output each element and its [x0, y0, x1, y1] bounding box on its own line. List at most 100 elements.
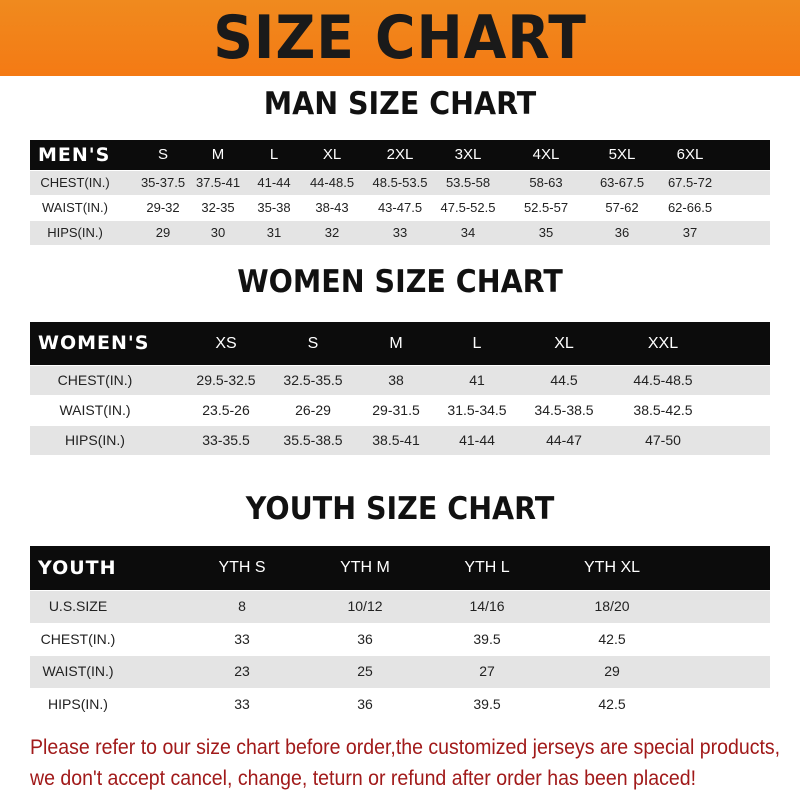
size-value: 35-38 [257, 200, 291, 215]
size-value: 38.5-42.5 [633, 402, 693, 418]
size-value: 36 [357, 695, 373, 712]
size-header: XS [215, 335, 237, 352]
size-header: YTH XL [583, 559, 641, 576]
size-value: 29 [155, 225, 171, 240]
table-corner-label: WOMEN'S [38, 332, 150, 354]
size-value: 30 [210, 225, 226, 240]
measurement-label: WAIST(IN.) [42, 200, 108, 215]
size-value: 29-32 [146, 200, 180, 215]
measurement-label: CHEST(IN.) [40, 630, 116, 647]
size-header: 6XL [676, 146, 704, 163]
measurement-label: HIPS(IN.) [47, 225, 103, 240]
table-row: CHEST(IN.) 33 36 39.5 42.5 [30, 623, 770, 655]
size-header: 5XL [608, 146, 636, 163]
size-value: 33 [234, 695, 250, 712]
size-value: 35-37.5 [140, 175, 186, 190]
size-header: XXL [647, 335, 679, 352]
size-value: 23.5-26 [202, 402, 250, 418]
size-value: 33 [234, 630, 250, 647]
table-row: CHEST(IN.) 35-37.5 37.5-41 41-44 44-48.5 48.5… [30, 171, 770, 195]
measurement-label: WAIST(IN.) [42, 663, 114, 679]
men-header-row: MEN'S S M L XL 2XL 3XL 4XL 5XL 6XL [30, 140, 770, 170]
size-header: 3XL [454, 146, 482, 163]
size-header: YTH M [340, 559, 390, 576]
table-row: HIPS(IN.) 29 30 31 32 33 34 35 36 37 [30, 221, 770, 245]
women-header-row: WOMEN'S XS S M L XL XXL [30, 322, 770, 365]
table-row: WAIST(IN.) 29-32 32-35 35-38 38-43 43-47.5 47.… [30, 196, 770, 220]
size-value: 57-62 [605, 200, 639, 215]
size-value: 27 [479, 663, 495, 679]
size-value: 34 [460, 225, 476, 240]
size-value: 32 [324, 225, 340, 240]
youth-header-row: YOUTH YTH S YTH M YTH L YTH XL [30, 546, 770, 590]
size-value: 38-43 [315, 200, 349, 215]
size-value: 33 [392, 225, 408, 240]
size-value: 42.5 [598, 695, 626, 712]
size-header: M [211, 146, 225, 163]
size-chart-banner: SIZE CHART [0, 0, 800, 76]
size-value: 41-44 [459, 432, 495, 448]
size-value: 35.5-38.5 [283, 432, 343, 448]
table-row: WAIST(IN.) 23 25 27 29 [30, 656, 770, 688]
size-value: 43-47.5 [377, 200, 423, 215]
table-row: HIPS(IN.) 33-35.5 35.5-38.5 38.5-41 41-44 44-… [30, 426, 770, 455]
size-value: 58-63 [529, 175, 563, 190]
size-value: 44-47 [546, 432, 582, 448]
measurement-label: CHEST(IN.) [57, 372, 133, 388]
women-section-title: WOMEN SIZE CHART [237, 264, 563, 300]
size-value: 38.5-41 [372, 432, 420, 448]
size-value: 23 [234, 663, 250, 679]
size-value: 44.5 [550, 372, 578, 388]
size-value: 29 [604, 663, 620, 679]
size-value: 44.5-48.5 [633, 372, 693, 388]
size-header: YTH L [464, 559, 510, 576]
size-value: 52.5-57 [523, 200, 569, 215]
size-value: 31.5-34.5 [447, 402, 507, 418]
notice-line-2: we don't accept cancel, change, teturn o… [30, 767, 697, 790]
table-corner-label: MEN'S [38, 144, 111, 166]
men-section-title: MAN SIZE CHART [263, 86, 537, 122]
youth-section-title: YOUTH SIZE CHART [245, 491, 555, 527]
size-value: 33-35.5 [202, 432, 250, 448]
size-value: 36 [357, 630, 373, 647]
table-row: CHEST(IN.) 29.5-32.5 32.5-35.5 38 41 44.5 44.5… [30, 366, 770, 395]
size-value: 41 [469, 372, 485, 388]
size-value: 25 [357, 663, 373, 679]
size-value: 38 [388, 372, 404, 388]
size-value: 36 [614, 225, 630, 240]
size-value: 41-44 [257, 175, 291, 190]
measurement-label: CHEST(IN.) [40, 175, 110, 190]
page-title: SIZE CHART [213, 3, 587, 73]
size-header: S [307, 335, 319, 352]
size-value: 53.5-58 [445, 175, 491, 190]
size-header: M [389, 335, 403, 352]
size-value: 26-29 [295, 402, 331, 418]
size-value: 67.5-72 [667, 175, 713, 190]
size-value: 32.5-35.5 [283, 372, 343, 388]
measurement-label: HIPS(IN.) [65, 432, 125, 448]
table-row: HIPS(IN.) 33 36 39.5 42.5 [30, 688, 770, 720]
size-value: 47.5-52.5 [440, 200, 496, 215]
size-value: 31 [266, 225, 282, 240]
table-row: WAIST(IN.) 23.5-26 26-29 29-31.5 31.5-34.5 34… [30, 396, 770, 425]
size-header: XL [554, 335, 574, 352]
men-size-table: MEN'S S M L XL 2XL 3XL 4XL 5XL 6XL CHEST(IN.) 35-37… [30, 140, 770, 245]
size-value: 32-35 [201, 200, 235, 215]
size-value: 35 [538, 225, 554, 240]
notice-line-1: Please refer to our size chart before or… [30, 736, 781, 759]
table-corner-label: YOUTH [38, 557, 117, 579]
size-value: 39.5 [473, 695, 501, 712]
measurement-label: WAIST(IN.) [59, 402, 131, 418]
size-value: 18/20 [594, 598, 630, 614]
size-value: 39.5 [473, 630, 501, 647]
size-header: L [472, 335, 482, 352]
size-value: 42.5 [598, 630, 626, 647]
size-header: XL [322, 146, 342, 163]
size-header: 2XL [386, 146, 414, 163]
size-value: 8 [238, 598, 246, 614]
size-value: 29.5-32.5 [196, 372, 256, 388]
youth-size-table: YOUTH YTH S YTH M YTH L YTH XL U.S.SIZE 8 10/12… [30, 546, 770, 720]
measurement-label: U.S.SIZE [48, 598, 108, 614]
size-header: S [157, 146, 169, 163]
size-value: 14/16 [469, 598, 505, 614]
